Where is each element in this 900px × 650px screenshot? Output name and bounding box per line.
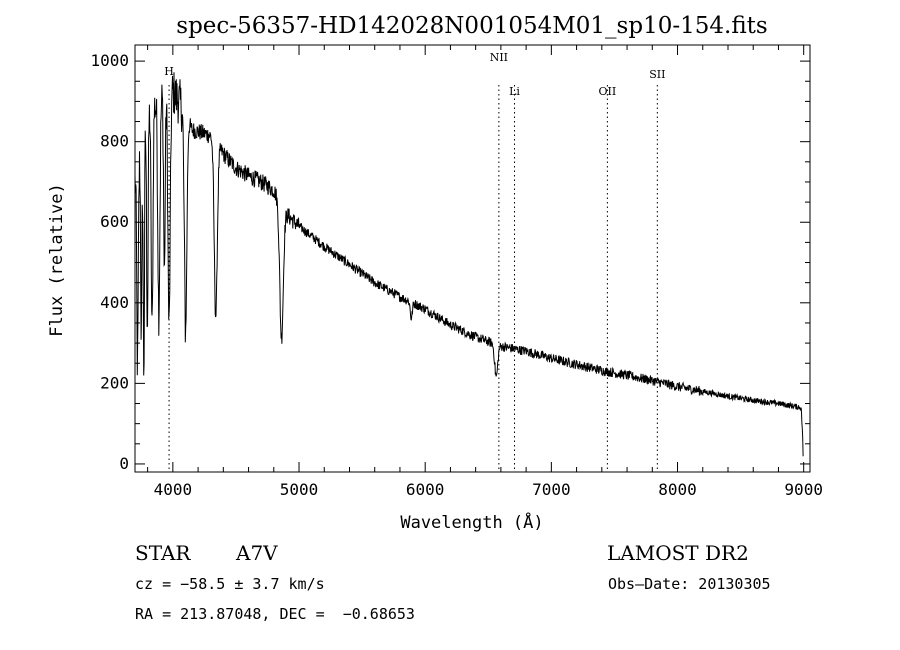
spectrum-line xyxy=(134,72,804,457)
line-marker-label: OII xyxy=(599,85,617,98)
y-tick-label: 200 xyxy=(100,373,129,392)
coordinates: RA = 213.87048, DEC = −0.68653 xyxy=(135,605,415,623)
spectral-line-markers: H NII Li OII SII xyxy=(164,51,665,472)
y-tick-label: 1000 xyxy=(90,51,129,70)
x-tick-label: 6000 xyxy=(406,480,445,499)
y-tick-label: 800 xyxy=(100,132,129,151)
x-tick-labels: 4000 5000 6000 7000 8000 9000 xyxy=(154,480,823,499)
observation-date: Obs–Date: 20130305 xyxy=(608,575,771,593)
x-tick-label: 5000 xyxy=(280,480,319,499)
line-marker-label: SII xyxy=(649,68,665,81)
plot-frame xyxy=(134,44,811,473)
x-tick-label: 8000 xyxy=(658,480,697,499)
y-tick-label: 0 xyxy=(119,454,129,473)
x-tick-label: 4000 xyxy=(154,480,193,499)
x-axis-label: Wavelength (Å) xyxy=(400,511,543,533)
x-tick-label: 7000 xyxy=(532,480,571,499)
chart-title: spec-56357-HD142028N001054M01_sp10-154.f… xyxy=(176,13,767,39)
y-tick-labels: 0 200 400 600 800 1000 xyxy=(90,51,129,473)
object-type: STAR xyxy=(135,541,191,565)
line-marker-label: NII xyxy=(490,51,508,64)
y-tick-label: 600 xyxy=(100,212,129,231)
y-axis-label: Flux (relative) xyxy=(47,183,67,337)
y-tick-label: 400 xyxy=(100,293,129,312)
survey-release: LAMOST DR2 xyxy=(607,541,749,565)
axis-ticks xyxy=(135,45,810,472)
x-tick-label: 9000 xyxy=(784,480,823,499)
line-marker-label: Li xyxy=(509,85,520,98)
spectral-subclass: A7V xyxy=(236,541,278,565)
redshift-value: cz = −58.5 ± 3.7 km/s xyxy=(135,575,325,593)
line-marker-label: H xyxy=(164,65,174,78)
